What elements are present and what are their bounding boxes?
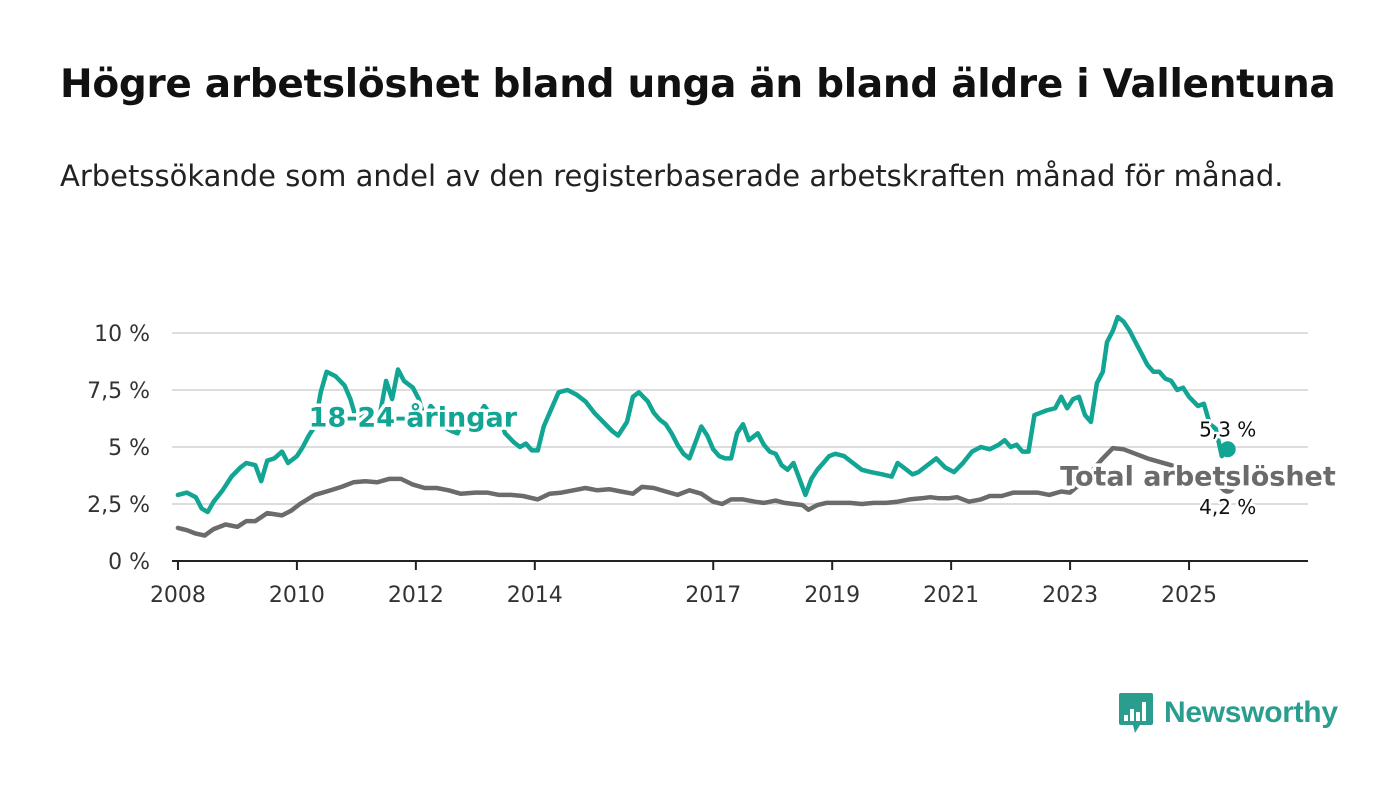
x-tick-label: 2008 — [150, 583, 206, 608]
x-tick-label: 2010 — [269, 583, 325, 608]
bar-chart-speech-bubble-icon — [1119, 693, 1153, 733]
x-tick-label: 2014 — [507, 583, 563, 608]
youth-end-value-label: 5,3 % — [1199, 417, 1256, 441]
x-tick-label: 2021 — [923, 583, 979, 608]
x-tick-label: 2012 — [388, 583, 444, 608]
y-tick-label: 10 % — [94, 322, 150, 347]
y-tick-label: 7,5 % — [87, 379, 150, 404]
brand-name: Newsworthy — [1164, 696, 1338, 729]
x-tick-label: 2017 — [685, 583, 741, 608]
x-tick-label: 2025 — [1161, 583, 1217, 608]
x-tick-label: 2023 — [1042, 583, 1098, 608]
chart-subtitle: Arbetssökande som andel av den registerb… — [60, 159, 1284, 193]
newsworthy-logo: Newsworthy — [1118, 690, 1338, 736]
y-tick-label: 2,5 % — [87, 493, 150, 518]
y-tick-label: 0 % — [108, 550, 150, 575]
total-series-line — [175, 445, 1230, 538]
youth-end-point — [1219, 441, 1236, 458]
total-series-label: Total arbetslöshet — [1060, 462, 1336, 493]
total-end-point — [1219, 477, 1236, 494]
chart-title: Högre arbetslöshet bland unga än bland ä… — [60, 62, 1336, 107]
youth-series-line — [175, 314, 1230, 515]
x-tick-label: 2019 — [804, 583, 860, 608]
y-tick-label: 5 % — [108, 436, 150, 461]
youth-series-label: 18-24-åringar — [309, 401, 518, 433]
total-end-value-label: 4,2 % — [1199, 495, 1256, 519]
